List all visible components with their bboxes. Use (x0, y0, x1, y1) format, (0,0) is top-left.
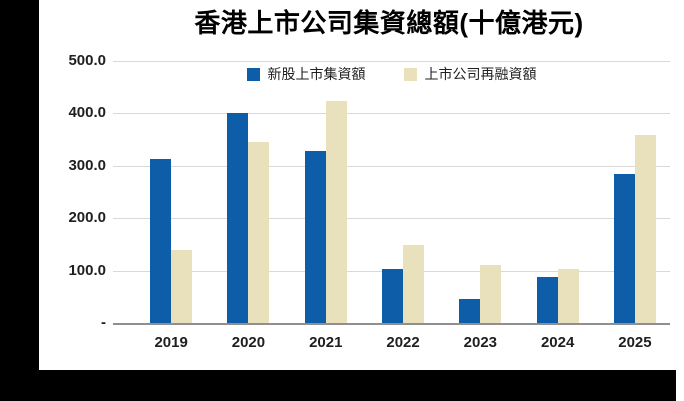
legend-label: 上市公司再融資額 (424, 66, 537, 82)
bar-series2-2020 (248, 141, 270, 323)
bar-series2-2024 (557, 268, 579, 323)
x-tick-label: 2025 (618, 334, 652, 351)
gridline (113, 113, 670, 115)
x-tick-label: 2023 (463, 334, 498, 351)
legend-swatch-icon (403, 67, 417, 81)
y-tick-label: 100.0 (68, 261, 106, 279)
gridline (113, 218, 670, 220)
bar-series2-2021 (325, 100, 347, 323)
gridline (113, 61, 670, 62)
legend-label: 新股上市集資額 (267, 66, 366, 82)
bar-series2-2025 (634, 135, 656, 323)
x-tick-label: 2021 (309, 334, 343, 351)
bar-series1-2024 (536, 277, 558, 323)
black-bottom-border (0, 370, 676, 401)
y-tick-label: 200.0 (68, 209, 106, 227)
y-tick-label: 300.0 (68, 156, 106, 174)
x-tick-label: 2024 (540, 334, 575, 351)
x-tick-label: 2022 (386, 334, 420, 351)
x-tick-label: 2019 (154, 334, 188, 351)
y-tick-label: 500.0 (68, 52, 106, 69)
bar-series1-2019 (150, 158, 172, 323)
x-axis-line (113, 323, 670, 325)
gridline (113, 165, 670, 167)
chart-title: 香港上市公司集資總額(十億港元) (194, 8, 584, 38)
bar-series2-2022 (403, 245, 425, 323)
black-left-border (0, 0, 39, 401)
bar-series1-2020 (227, 113, 249, 323)
bar-series1-2022 (382, 268, 404, 323)
legend-swatch-icon (246, 67, 260, 81)
x-tick-label: 2020 (231, 334, 266, 351)
y-tick-label: 400.0 (68, 104, 106, 122)
bar-series2-2019 (171, 250, 193, 323)
bar-series1-2025 (613, 173, 635, 323)
chart-legend: 新股上市集資額 上市公司再融資額 (113, 64, 670, 84)
legend-item: 新股上市集資額 (246, 64, 366, 84)
legend-item: 上市公司再融資額 (403, 64, 537, 84)
y-tick-label: - (101, 314, 106, 331)
bar-series1-2023 (459, 298, 481, 323)
bar-series2-2023 (480, 265, 502, 323)
bar-series1-2021 (304, 150, 326, 323)
bar-chart: 香港上市公司集資總額(十億港元) 新股上市集資額 上市公司再融資額 500.0 40… (68, 8, 670, 351)
